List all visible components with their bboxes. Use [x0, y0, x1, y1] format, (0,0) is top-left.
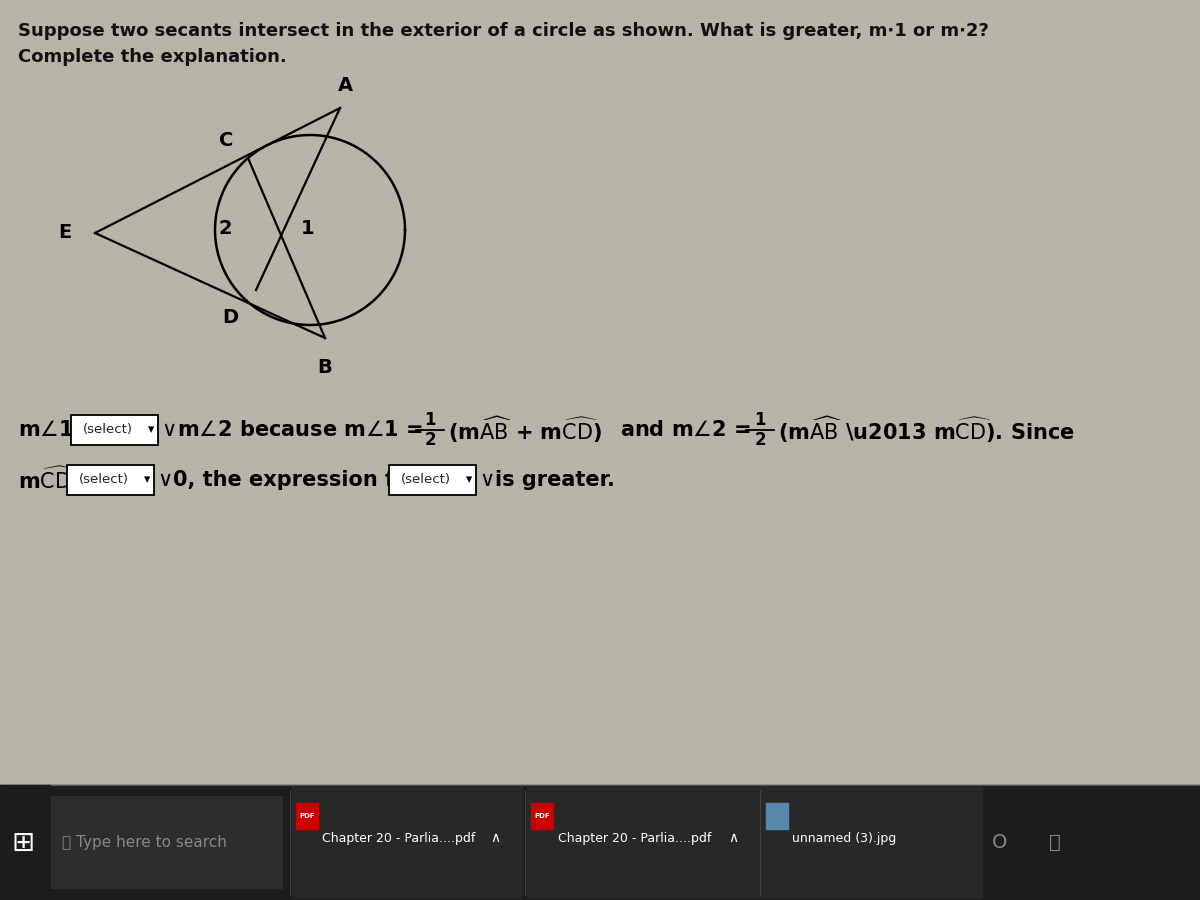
Text: ∧: ∧ — [728, 832, 738, 845]
FancyBboxPatch shape — [50, 796, 283, 889]
Text: m$\angle$1: m$\angle$1 — [18, 420, 73, 440]
Bar — [0, 785, 50, 900]
Text: ▾: ▾ — [148, 424, 154, 436]
Bar — [292, 787, 522, 898]
Text: O: O — [992, 833, 1008, 852]
Text: 1: 1 — [755, 411, 766, 429]
Text: ▾: ▾ — [144, 473, 150, 487]
Text: and m$\angle$2 =: and m$\angle$2 = — [620, 420, 751, 440]
Text: Chapter 20 - Parlia....pdf: Chapter 20 - Parlia....pdf — [558, 832, 712, 845]
Text: 1: 1 — [425, 411, 436, 429]
Bar — [766, 803, 788, 829]
Text: ∨: ∨ — [157, 470, 173, 490]
Text: 齊: 齊 — [1049, 833, 1061, 852]
FancyBboxPatch shape — [389, 465, 476, 495]
Text: A: A — [337, 76, 353, 95]
Text: is greater.: is greater. — [496, 470, 614, 490]
Bar — [527, 787, 767, 898]
Text: ∧: ∧ — [490, 832, 500, 845]
Text: ⊞: ⊞ — [12, 829, 35, 857]
Text: (m$\widehat{\rm AB}$ \u2013 m$\widehat{\rm CD}$). Since: (m$\widehat{\rm AB}$ \u2013 m$\widehat{\… — [778, 415, 1075, 446]
Text: E: E — [59, 223, 72, 242]
Text: Suppose two secants intersect in the exterior of a circle as shown. What is grea: Suppose two secants intersect in the ext… — [18, 22, 989, 40]
Text: Chapter 20 - Parlia....pdf: Chapter 20 - Parlia....pdf — [322, 832, 475, 845]
Text: 2: 2 — [218, 219, 232, 238]
FancyBboxPatch shape — [67, 465, 154, 495]
Bar — [530, 803, 553, 829]
Text: ∨: ∨ — [161, 420, 176, 440]
FancyBboxPatch shape — [71, 415, 158, 445]
Bar — [0, 785, 1200, 900]
Text: ▾: ▾ — [466, 473, 472, 487]
Text: PDF: PDF — [299, 813, 314, 819]
Text: m$\widehat{\rm CD}$: m$\widehat{\rm CD}$ — [18, 467, 76, 493]
Bar — [762, 787, 982, 898]
Text: ⌕ Type here to search: ⌕ Type here to search — [62, 835, 227, 850]
Text: 0, the expression for: 0, the expression for — [173, 470, 419, 490]
Text: PDF: PDF — [534, 813, 550, 819]
Text: (select): (select) — [79, 473, 128, 487]
Text: 1: 1 — [301, 219, 314, 238]
Text: unnamed (3).jpg: unnamed (3).jpg — [792, 832, 896, 845]
Text: 2: 2 — [754, 431, 766, 449]
Text: C: C — [218, 131, 233, 150]
Text: ∨: ∨ — [479, 470, 494, 490]
Bar — [296, 803, 318, 829]
Text: (m$\widehat{\rm AB}$ + m$\widehat{\rm CD}$): (m$\widehat{\rm AB}$ + m$\widehat{\rm CD… — [448, 415, 602, 446]
Text: 2: 2 — [424, 431, 436, 449]
Text: (select): (select) — [83, 424, 133, 436]
Text: D: D — [222, 308, 238, 327]
Text: (select): (select) — [401, 473, 451, 487]
Text: m$\angle$2 because m$\angle$1 =: m$\angle$2 because m$\angle$1 = — [178, 420, 424, 440]
Text: Complete the explanation.: Complete the explanation. — [18, 48, 287, 66]
Text: B: B — [318, 358, 332, 377]
